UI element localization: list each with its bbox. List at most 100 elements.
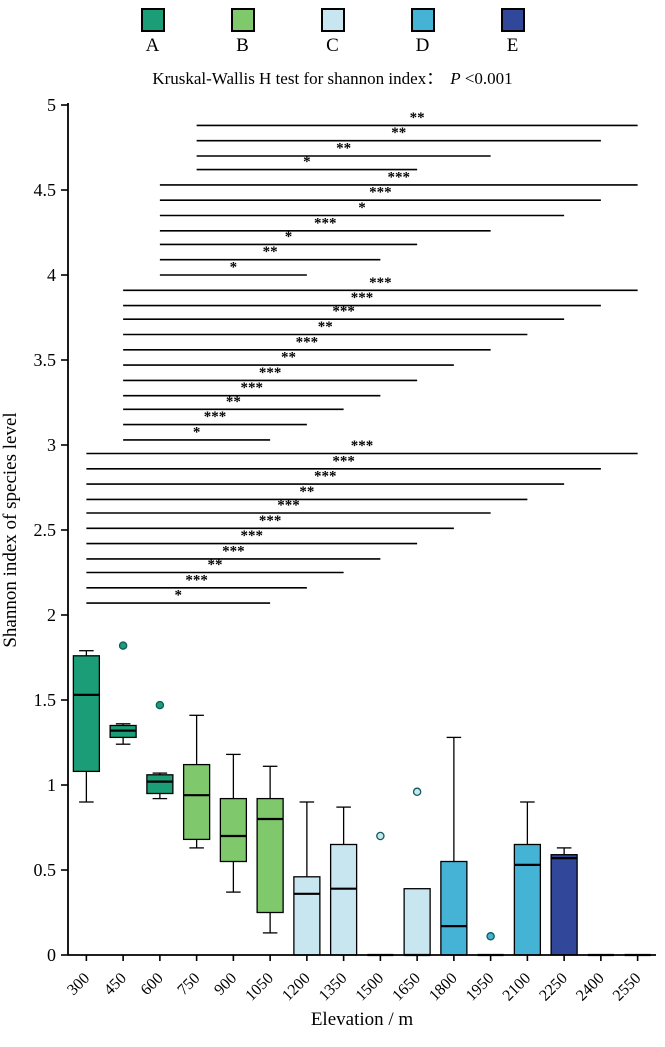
- x-tick-label-2550: 2550: [610, 970, 645, 1005]
- y-tick-label: 0: [47, 945, 56, 965]
- iqr-box: [513, 843, 542, 956]
- outlier-point: [412, 787, 422, 796]
- box-1950: [477, 931, 504, 956]
- x-tick-label-300: 300: [64, 970, 93, 999]
- box-1050: [256, 765, 284, 934]
- significance-stars-300-2250: ***: [314, 468, 337, 484]
- legend-label-D: D: [415, 35, 430, 56]
- significance-stars-450-1500: ***: [241, 380, 264, 396]
- significance-stars-600-2400: ***: [369, 185, 392, 201]
- iqr-box: [72, 655, 101, 772]
- significance-stars-600-2550: ***: [388, 169, 411, 185]
- legend-swatch-A: [140, 8, 165, 32]
- box-2100: [513, 801, 542, 956]
- significance-stars-750-1650: *: [303, 154, 311, 170]
- box-300: [72, 649, 101, 803]
- x-tick-label-1800: 1800: [426, 970, 461, 1005]
- outlier-point: [155, 700, 165, 710]
- significance-stars-300-1200: ***: [185, 572, 208, 588]
- box-1800: [440, 736, 468, 956]
- legend-swatch-D: [410, 8, 435, 32]
- significance-stars-300-1800: ***: [259, 513, 282, 529]
- legend: A B C D E: [0, 0, 665, 57]
- y-tick-label: 2: [47, 605, 56, 625]
- outlier-point: [376, 831, 385, 841]
- significance-stars-600-1200: *: [230, 259, 238, 275]
- box-1500: [367, 831, 394, 956]
- significance-stars-750-2400: **: [391, 125, 406, 141]
- legend-item-E: E: [500, 8, 525, 57]
- x-tick-label-450: 450: [101, 970, 130, 999]
- x-tick-label-1200: 1200: [279, 970, 314, 1005]
- x-axis-title: Elevation / m: [311, 1009, 414, 1030]
- iqr-box: [219, 797, 248, 863]
- y-tick-label: 4.5: [34, 180, 57, 200]
- x-tick-label-600: 600: [138, 970, 167, 999]
- x-tick-label-1650: 1650: [389, 970, 424, 1005]
- x-tick-label-2100: 2100: [500, 970, 535, 1005]
- boxplot-canvas: ****************************************…: [0, 95, 656, 1030]
- y-tick-label: 3: [47, 435, 56, 455]
- legend-item-D: D: [410, 8, 435, 57]
- significance-stars-450-2400: ***: [351, 290, 374, 306]
- significance-stars-300-1500: ***: [222, 543, 245, 559]
- x-tick-label-750: 750: [174, 970, 203, 999]
- significance-stars-450-1350: **: [226, 394, 241, 410]
- significance-stars-450-2250: ***: [332, 304, 355, 320]
- y-tick-label: 3.5: [34, 350, 57, 370]
- x-tick-label-1050: 1050: [242, 970, 277, 1005]
- significance-stars-300-2550: ***: [351, 438, 374, 454]
- iqr-box: [329, 843, 358, 956]
- iqr-box: [403, 887, 431, 956]
- title-threshold: <0.001: [460, 68, 513, 88]
- box-600: [146, 700, 174, 800]
- significance-stars-450-1650: ***: [259, 365, 282, 381]
- box-750: [182, 714, 211, 849]
- significance-stars-450-1050: *: [193, 424, 201, 440]
- significance-stars-750-1950: **: [336, 140, 351, 156]
- iqr-box: [256, 797, 284, 914]
- box-1650: [403, 787, 431, 956]
- x-tick-label-900: 900: [211, 970, 240, 999]
- box-900: [219, 753, 248, 893]
- iqr-box: [293, 876, 321, 956]
- box-450: [109, 641, 137, 745]
- significance-stars-450-2100: **: [318, 319, 333, 335]
- significance-stars-450-1950: ***: [296, 334, 319, 350]
- legend-swatch-C: [320, 8, 345, 32]
- iqr-box: [550, 853, 578, 956]
- legend-label-B: B: [236, 35, 249, 56]
- box-2250: [550, 847, 578, 956]
- significance-stars-600-1500: **: [263, 244, 278, 260]
- iqr-box: [146, 774, 174, 795]
- y-axis-title: Shannon index of species level: [0, 412, 21, 647]
- significance-stars-300-1650: ***: [241, 528, 264, 544]
- legend-swatch-B: [230, 8, 255, 32]
- legend-item-A: A: [140, 8, 165, 57]
- y-tick-label: 4: [47, 265, 56, 285]
- significance-stars-600-1950: ***: [314, 215, 337, 231]
- significance-stars-600-1650: *: [285, 229, 293, 245]
- y-tick-label: 0.5: [34, 860, 57, 880]
- legend-label-C: C: [326, 35, 339, 56]
- y-tick-label: 1.5: [34, 690, 57, 710]
- x-tick-label-2400: 2400: [573, 970, 608, 1005]
- x-tick-label-1500: 1500: [353, 970, 388, 1005]
- x-tick-label-1950: 1950: [463, 970, 498, 1005]
- iqr-box: [440, 860, 468, 956]
- significance-stars-300-1050: *: [175, 587, 183, 603]
- significance-stars-450-1200: ***: [204, 409, 227, 425]
- x-tick-label-1350: 1350: [316, 970, 351, 1005]
- significance-stars-300-1950: ***: [277, 497, 300, 513]
- legend-label-A: A: [145, 35, 160, 56]
- x-tick-label-2250: 2250: [536, 970, 571, 1005]
- outlier-point: [118, 641, 128, 650]
- significance-stars-600-2250: *: [358, 200, 366, 216]
- legend-item-C: C: [320, 8, 345, 57]
- legend-label-E: E: [506, 35, 519, 56]
- y-tick-label: 2.5: [34, 520, 57, 540]
- y-tick-label: 1: [47, 775, 56, 795]
- significance-stars-300-2100: **: [299, 484, 314, 500]
- box-1200: [293, 801, 321, 956]
